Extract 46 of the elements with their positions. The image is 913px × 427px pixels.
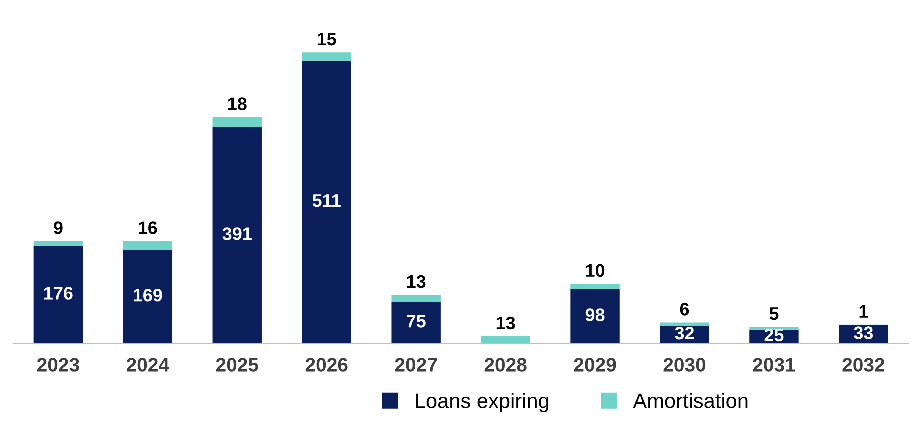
data-label: 176 (44, 287, 73, 300)
bar (392, 295, 441, 302)
data-label: 9 (54, 222, 63, 234)
legend-label: Amortisation (633, 393, 748, 408)
bar (34, 241, 84, 246)
x-tick-label: 2029 (574, 358, 616, 372)
data-label: 511 (312, 194, 341, 208)
data-label: 18 (228, 98, 247, 110)
data-label: 98 (586, 308, 605, 322)
bar (212, 117, 262, 128)
x-tick-label: 2027 (395, 358, 438, 372)
x-tick-label: 2025 (216, 358, 258, 372)
data-label: 10 (586, 264, 605, 278)
data-label: 33 (854, 326, 874, 340)
data-label: 1 (860, 305, 868, 318)
data-label: 75 (407, 315, 426, 328)
data-label: 25 (764, 328, 784, 342)
x-tick-label: 2031 (753, 358, 796, 372)
data-label: 15 (318, 33, 336, 46)
bar (660, 322, 710, 326)
x-tick-label: 2030 (664, 358, 706, 372)
data-label: 32 (675, 326, 694, 340)
bar (570, 284, 620, 290)
bar (123, 250, 173, 344)
x-tick-label: 2028 (484, 358, 527, 372)
data-label: 13 (407, 275, 426, 288)
bar (481, 336, 530, 344)
bar (212, 127, 262, 344)
x-tick-label: 2024 (126, 358, 170, 372)
bar (302, 60, 352, 344)
data-label: 6 (680, 303, 690, 316)
bar (750, 327, 799, 330)
legend-label: Loans expiring (416, 393, 549, 413)
bar (392, 302, 441, 344)
x-tick-label: 2026 (306, 358, 348, 372)
data-label: 5 (770, 308, 779, 320)
data-label: 13 (496, 316, 516, 330)
data-label: 169 (134, 289, 162, 302)
x-tick-label: 2023 (37, 358, 80, 372)
x-tick-label: 2032 (842, 358, 885, 372)
bar (123, 241, 173, 250)
data-label: 16 (139, 222, 158, 234)
bar (302, 52, 352, 61)
bar (570, 289, 620, 344)
bar (34, 246, 84, 344)
data-label: 391 (222, 228, 252, 240)
